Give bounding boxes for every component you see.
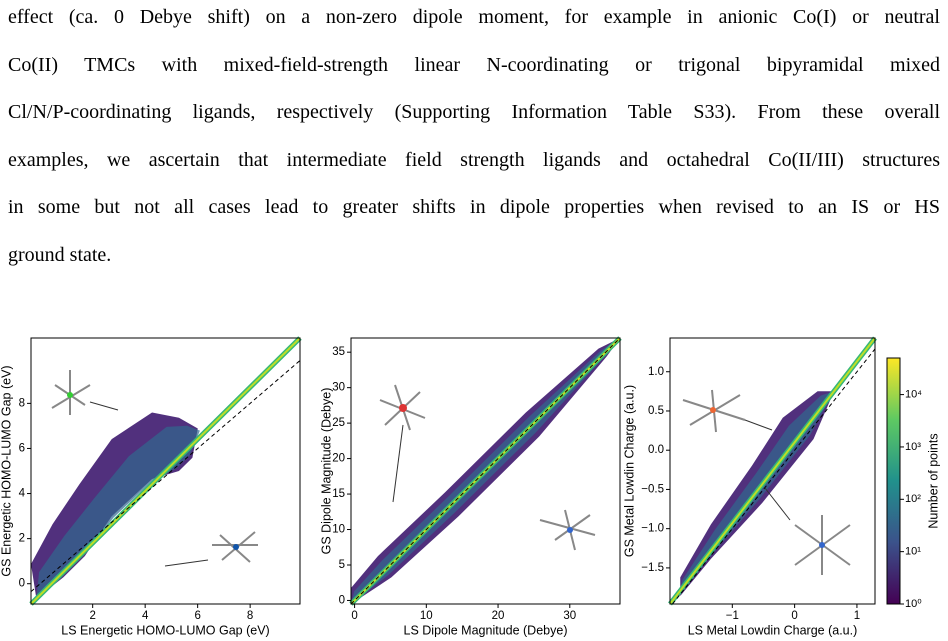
y-tick-label: −1.0 [641, 523, 664, 535]
colorbar-tick-label: 10² [905, 493, 921, 505]
inset-arrows [89, 401, 791, 567]
y-axis-label: GS Dipole Magnitude (Debye) [319, 388, 333, 555]
x-tick-label: 10 [420, 610, 433, 622]
y-tick-label: 8 [19, 397, 25, 409]
x-axis-label: LS Dipole Magnitude (Debye) [404, 623, 568, 637]
y-axis-label: GS Energetic HOMO-LUMO Gap (eV) [0, 365, 13, 576]
parity-line [30, 360, 301, 592]
y-tick-label: −0.5 [641, 483, 664, 495]
axes-frame [669, 337, 876, 605]
y-tick-label: 5 [339, 559, 345, 571]
y-tick-label: 0.5 [648, 405, 664, 417]
x-tick-label: −1 [726, 610, 739, 622]
x-axis-label: LS Metal Lowdin Charge (a.u.) [688, 623, 858, 637]
y-tick-label: 4 [19, 488, 26, 500]
y-tick-label: 15 [332, 488, 345, 500]
x-tick-label: 0 [791, 610, 797, 622]
x-tick-label: 1 [854, 610, 860, 622]
diagonal-density-peak [30, 337, 301, 605]
y-tick-label: 0.0 [648, 444, 664, 456]
colorbar-tick-label: 10⁰ [905, 598, 922, 610]
y-tick-label: 25 [332, 417, 345, 429]
parity-line [672, 348, 876, 605]
x-tick-label: 30 [563, 610, 576, 622]
text-line: ground state. [8, 243, 112, 266]
y-tick-label: 1.0 [648, 366, 664, 378]
text-line: in some but not all cases lead to greate… [8, 196, 940, 218]
x-tick-label: 2 [89, 610, 95, 622]
panel: 0 10 20 30 0 5 10 15 20 25 30 35 LS Dipole Magnitude… [319, 336, 622, 637]
y-tick-label: 10 [332, 524, 345, 536]
colorbar [886, 357, 901, 605]
axes-frame [350, 337, 621, 605]
x-axis-label: LS Energetic HOMO-LUMO Gap (eV) [61, 623, 269, 637]
colorbar-tick-label: 10¹ [905, 546, 921, 558]
y-tick-label: 0 [339, 594, 345, 606]
diagonal-density-peak [669, 337, 876, 605]
text-line: examples, we ascertain that intermediate… [8, 148, 940, 171]
colorbar-label: Number of points [926, 433, 940, 528]
text-line: Cl/N/P-coordinating ligands, respectivel… [8, 101, 940, 123]
y-tick-label: 35 [332, 346, 345, 358]
y-axis-label: GS Metal Lowdin Charge (a.u.) [622, 385, 636, 557]
text-line: Co(II) TMCs with mixed-field-strength li… [8, 53, 940, 76]
y-tick-label: 20 [332, 453, 345, 465]
x-tick-label: 4 [142, 610, 149, 622]
x-tick-label: 8 [247, 610, 253, 622]
molecule-insets [51, 370, 851, 575]
x-tick-label: 6 [194, 610, 200, 622]
axes-frame [30, 337, 301, 605]
parity-line [350, 337, 621, 605]
colorbar-tick-label: 10⁴ [905, 388, 922, 400]
y-tick-label: 2 [19, 533, 25, 545]
y-tick-label: −1.5 [641, 562, 664, 574]
colorbar-tick-label: 10³ [905, 441, 921, 453]
y-tick-label: 30 [332, 382, 345, 394]
text-line: effect (ca. 0 Debye shift) on a non-zero… [8, 6, 940, 28]
x-tick-label: 0 [351, 610, 357, 622]
paragraph: effect (ca. 0 Debye shift) on a non-zero… [8, 0, 940, 285]
panel: −1 0 1 1.0 0.5 0.0 −0.5 −1.0 −1.5 LS Metal Lowdin… [622, 336, 877, 637]
x-tick-label: 20 [492, 610, 505, 622]
y-tick-label: 6 [19, 442, 25, 454]
y-tick-label: 0 [19, 578, 25, 590]
